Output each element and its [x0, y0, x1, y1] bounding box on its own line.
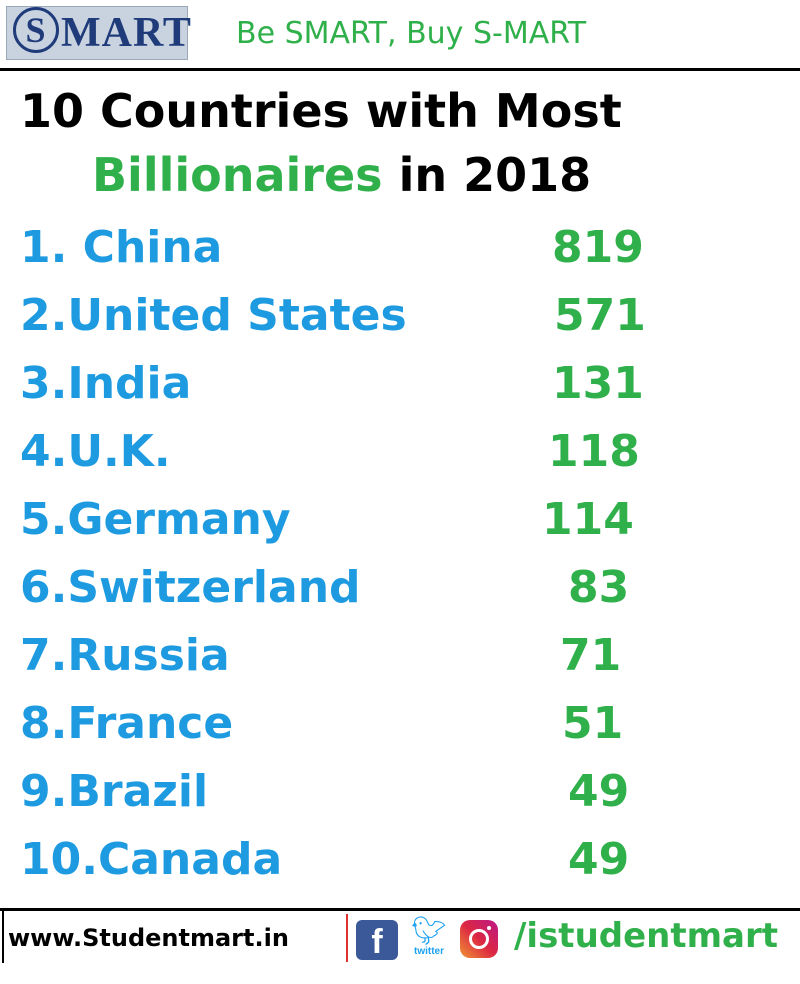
list-item: 2.United States 571 [20, 284, 780, 352]
top-divider [0, 68, 800, 71]
logo-s-circle: S [13, 7, 59, 53]
page-title: 10 Countries with Most Billionaires in 2… [20, 80, 790, 206]
billionaire-count: 49 [568, 834, 630, 885]
billionaire-count: 571 [554, 290, 646, 341]
list-item: 7.Russia 71 [20, 624, 780, 692]
billionaire-count: 114 [542, 494, 634, 545]
title-highlight: Billionaires [92, 148, 383, 202]
twitter-bird-icon: 🐦︎ [411, 914, 447, 947]
footer: www.Studentmart.in f 🐦︎ twitter /istuden… [0, 908, 800, 968]
slogan: Be SMART, Buy S-MART [236, 16, 587, 51]
country-name: 1. China [20, 222, 223, 273]
billionaire-count: 118 [548, 426, 640, 477]
title-line-2: Billionaires in 2018 [20, 144, 790, 206]
list-item: 8.France 51 [20, 692, 780, 760]
billionaire-count: 131 [552, 358, 644, 409]
country-name: 2.United States [20, 290, 407, 341]
billionaire-count: 819 [552, 222, 644, 273]
list-item: 6.Switzerland 83 [20, 556, 780, 624]
list-item: 9.Brazil 49 [20, 760, 780, 828]
facebook-icon[interactable]: f [356, 920, 398, 961]
twitter-icon[interactable]: 🐦︎ twitter [404, 916, 454, 962]
country-name: 6.Switzerland [20, 562, 361, 613]
country-name: 10.Canada [20, 834, 283, 885]
bottom-divider [0, 908, 800, 911]
smart-logo: S MART [6, 6, 191, 60]
website-link[interactable]: www.Studentmart.in [8, 924, 289, 952]
list-item: 5.Germany 114 [20, 488, 780, 556]
country-name: 7.Russia [20, 630, 230, 681]
twitter-label: twitter [414, 946, 444, 957]
country-name: 4.U.K. [20, 426, 171, 477]
title-rest: in 2018 [382, 148, 592, 202]
title-line-1: 10 Countries with Most [20, 84, 622, 138]
country-list: 1. China 819 2.United States 571 3.India… [20, 216, 780, 896]
instagram-dot [487, 926, 491, 930]
list-item: 1. China 819 [20, 216, 780, 284]
footer-left-rule [2, 911, 4, 963]
instagram-ring [469, 929, 489, 949]
billionaire-count: 71 [560, 630, 622, 681]
country-name: 3.India [20, 358, 192, 409]
billionaire-count: 49 [568, 766, 630, 817]
footer-separator [346, 914, 348, 962]
billionaire-count: 83 [568, 562, 630, 613]
list-item: 4.U.K. 118 [20, 420, 780, 488]
country-name: 8.France [20, 698, 234, 749]
list-item: 3.India 131 [20, 352, 780, 420]
instagram-icon[interactable] [460, 920, 498, 958]
logo-text: MART [61, 10, 192, 56]
country-name: 5.Germany [20, 494, 291, 545]
social-handle[interactable]: /istudentmart [514, 916, 779, 956]
country-name: 9.Brazil [20, 766, 209, 817]
header: S MART Be SMART, Buy S-MART [0, 0, 800, 66]
billionaire-count: 51 [562, 698, 624, 749]
list-item: 10.Canada 49 [20, 828, 780, 896]
